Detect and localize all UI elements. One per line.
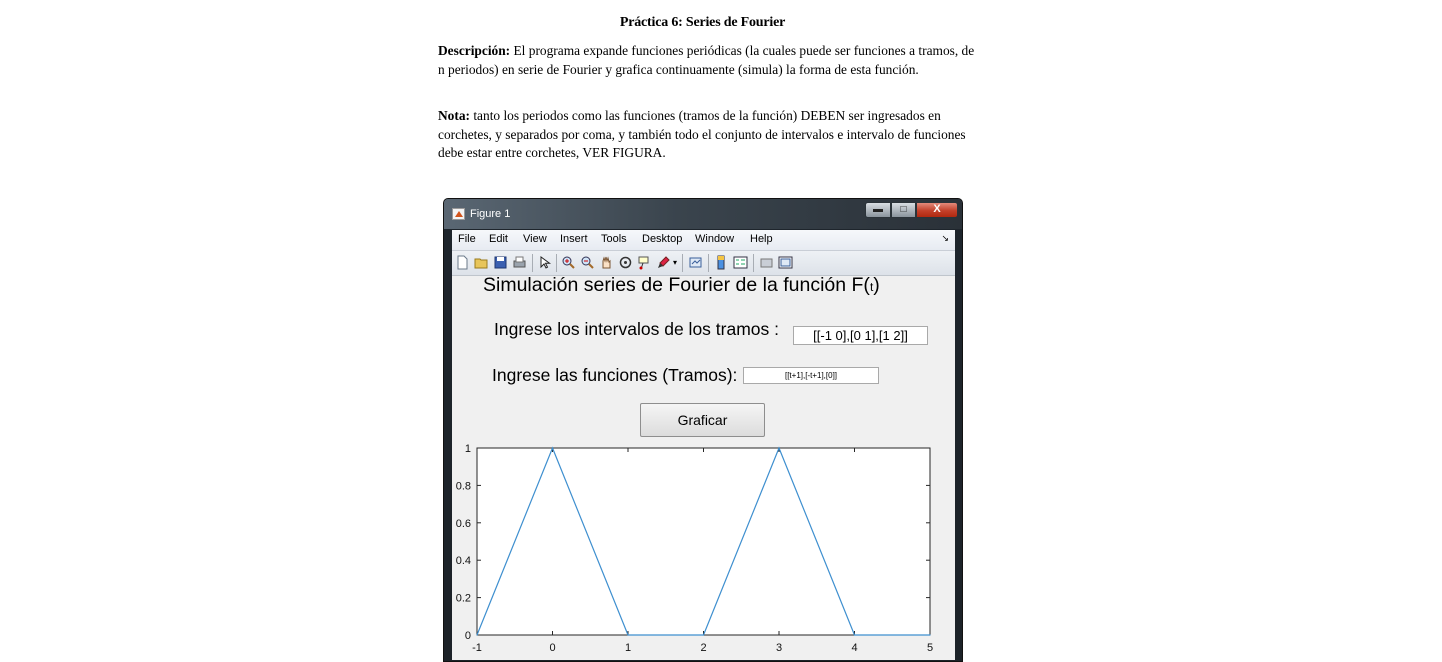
x-tick-label: 3 — [776, 642, 782, 654]
menu-desktop[interactable]: Desktop — [642, 233, 683, 245]
note-label: Nota: — [438, 108, 470, 123]
window-title: Figure 1 — [470, 208, 511, 220]
colorbar-icon[interactable] — [714, 255, 729, 270]
menu-insert[interactable]: Insert — [560, 233, 588, 245]
x-tick-label: 1 — [625, 642, 631, 654]
toolbar-separator — [556, 254, 557, 272]
menu-bar: File Edit View Insert Tools Desktop Wind… — [452, 230, 955, 251]
window-titlebar[interactable]: Figure 1 ▬ □ X — [444, 199, 962, 229]
maximize-button[interactable]: □ — [891, 202, 916, 218]
y-tick-label: 0.8 — [456, 480, 471, 492]
figure-window: Figure 1 ▬ □ X File Edit View Insert Too… — [443, 198, 963, 662]
chevron-down-icon[interactable]: ▾ — [672, 258, 677, 267]
axes-box — [476, 447, 931, 636]
plot-button[interactable]: Graficar — [640, 403, 765, 437]
document-title: Práctica 6: Series de Fourier — [619, 15, 786, 30]
save-icon[interactable] — [493, 255, 508, 270]
new-figure-icon[interactable] — [455, 255, 470, 270]
x-tick-label: 5 — [927, 642, 933, 654]
brush-icon[interactable] — [656, 255, 671, 270]
data-cursor-icon[interactable] — [637, 255, 652, 270]
toolbar-separator — [532, 254, 533, 272]
x-tick-label: -1 — [472, 642, 482, 654]
y-tick-label: 1 — [465, 443, 471, 455]
description-text: El programa expande funciones periódicas… — [438, 43, 975, 77]
rotate-icon[interactable] — [618, 255, 633, 270]
fourier-plot[interactable]: -1 0 1 2 3 4 500.20.40.60.81 — [452, 438, 955, 660]
menu-window[interactable]: Window — [695, 233, 735, 245]
zoom-in-icon[interactable] — [561, 255, 576, 270]
menu-help[interactable]: Help — [750, 233, 773, 245]
link-icon[interactable] — [688, 255, 703, 270]
toolbar-separator — [753, 254, 754, 272]
gui-title-main: Simulación series de Fourier de la funci… — [483, 274, 870, 296]
gui-title-close: ) — [873, 274, 880, 296]
x-tick-label: 4 — [851, 642, 857, 654]
x-tick-label: 0 — [549, 642, 555, 654]
note-paragraph: Nota: tanto los periodos como las funcio… — [438, 107, 978, 163]
gui-title-variable: t — [869, 280, 874, 294]
menu-edit[interactable]: Edit — [489, 233, 508, 245]
legend-icon[interactable] — [733, 255, 748, 270]
dock-arrow-icon[interactable]: ↘ — [941, 234, 949, 244]
pan-icon[interactable] — [599, 255, 614, 270]
hide-plot-tools-icon[interactable] — [759, 255, 774, 270]
zoom-out-icon[interactable] — [580, 255, 595, 270]
y-tick-label: 0.2 — [456, 593, 471, 605]
functions-input[interactable]: [[t+1],[-t+1],[0]] — [743, 367, 879, 384]
functions-label: Ingrese las funciones (Tramos): — [492, 365, 738, 385]
print-icon[interactable] — [512, 255, 527, 270]
minimize-button[interactable]: ▬ — [865, 202, 891, 218]
toolbar-separator — [708, 254, 709, 272]
data-point — [476, 634, 478, 636]
intervals-input[interactable]: [[-1 0],[0 1],[1 2]] — [793, 326, 928, 345]
show-plot-tools-icon[interactable] — [778, 255, 793, 270]
description-label: Descripción: — [438, 43, 511, 58]
menu-view[interactable]: View — [523, 233, 547, 245]
note-text: tanto los periodos como las funciones (t… — [438, 108, 966, 160]
data-point — [551, 447, 554, 449]
intervals-label: Ingrese los intervalos de los tramos : — [494, 319, 779, 339]
figure-toolbar: ▾ — [452, 251, 955, 276]
description-paragraph: Descripción: El programa expande funcion… — [438, 42, 978, 79]
y-tick-label: 0 — [465, 630, 471, 642]
data-point — [702, 634, 705, 636]
data-point — [778, 447, 780, 449]
data-point — [929, 634, 931, 636]
open-file-icon[interactable] — [474, 255, 489, 270]
close-button[interactable]: X — [916, 202, 958, 218]
menu-file[interactable]: File — [458, 233, 476, 245]
pointer-icon[interactable] — [537, 255, 552, 270]
matlab-icon — [452, 208, 465, 220]
x-tick-label: 2 — [700, 642, 706, 654]
figure-client-area: Simulación series de Fourier de la funci… — [452, 274, 955, 660]
menu-tools[interactable]: Tools — [601, 233, 627, 245]
gui-title: Simulación series de Fourier de la funci… — [483, 274, 880, 297]
data-point — [627, 634, 629, 636]
y-tick-label: 0.4 — [456, 555, 471, 567]
y-tick-label: 0.6 — [456, 518, 471, 530]
toolbar-separator — [682, 254, 683, 272]
data-point — [853, 634, 856, 636]
